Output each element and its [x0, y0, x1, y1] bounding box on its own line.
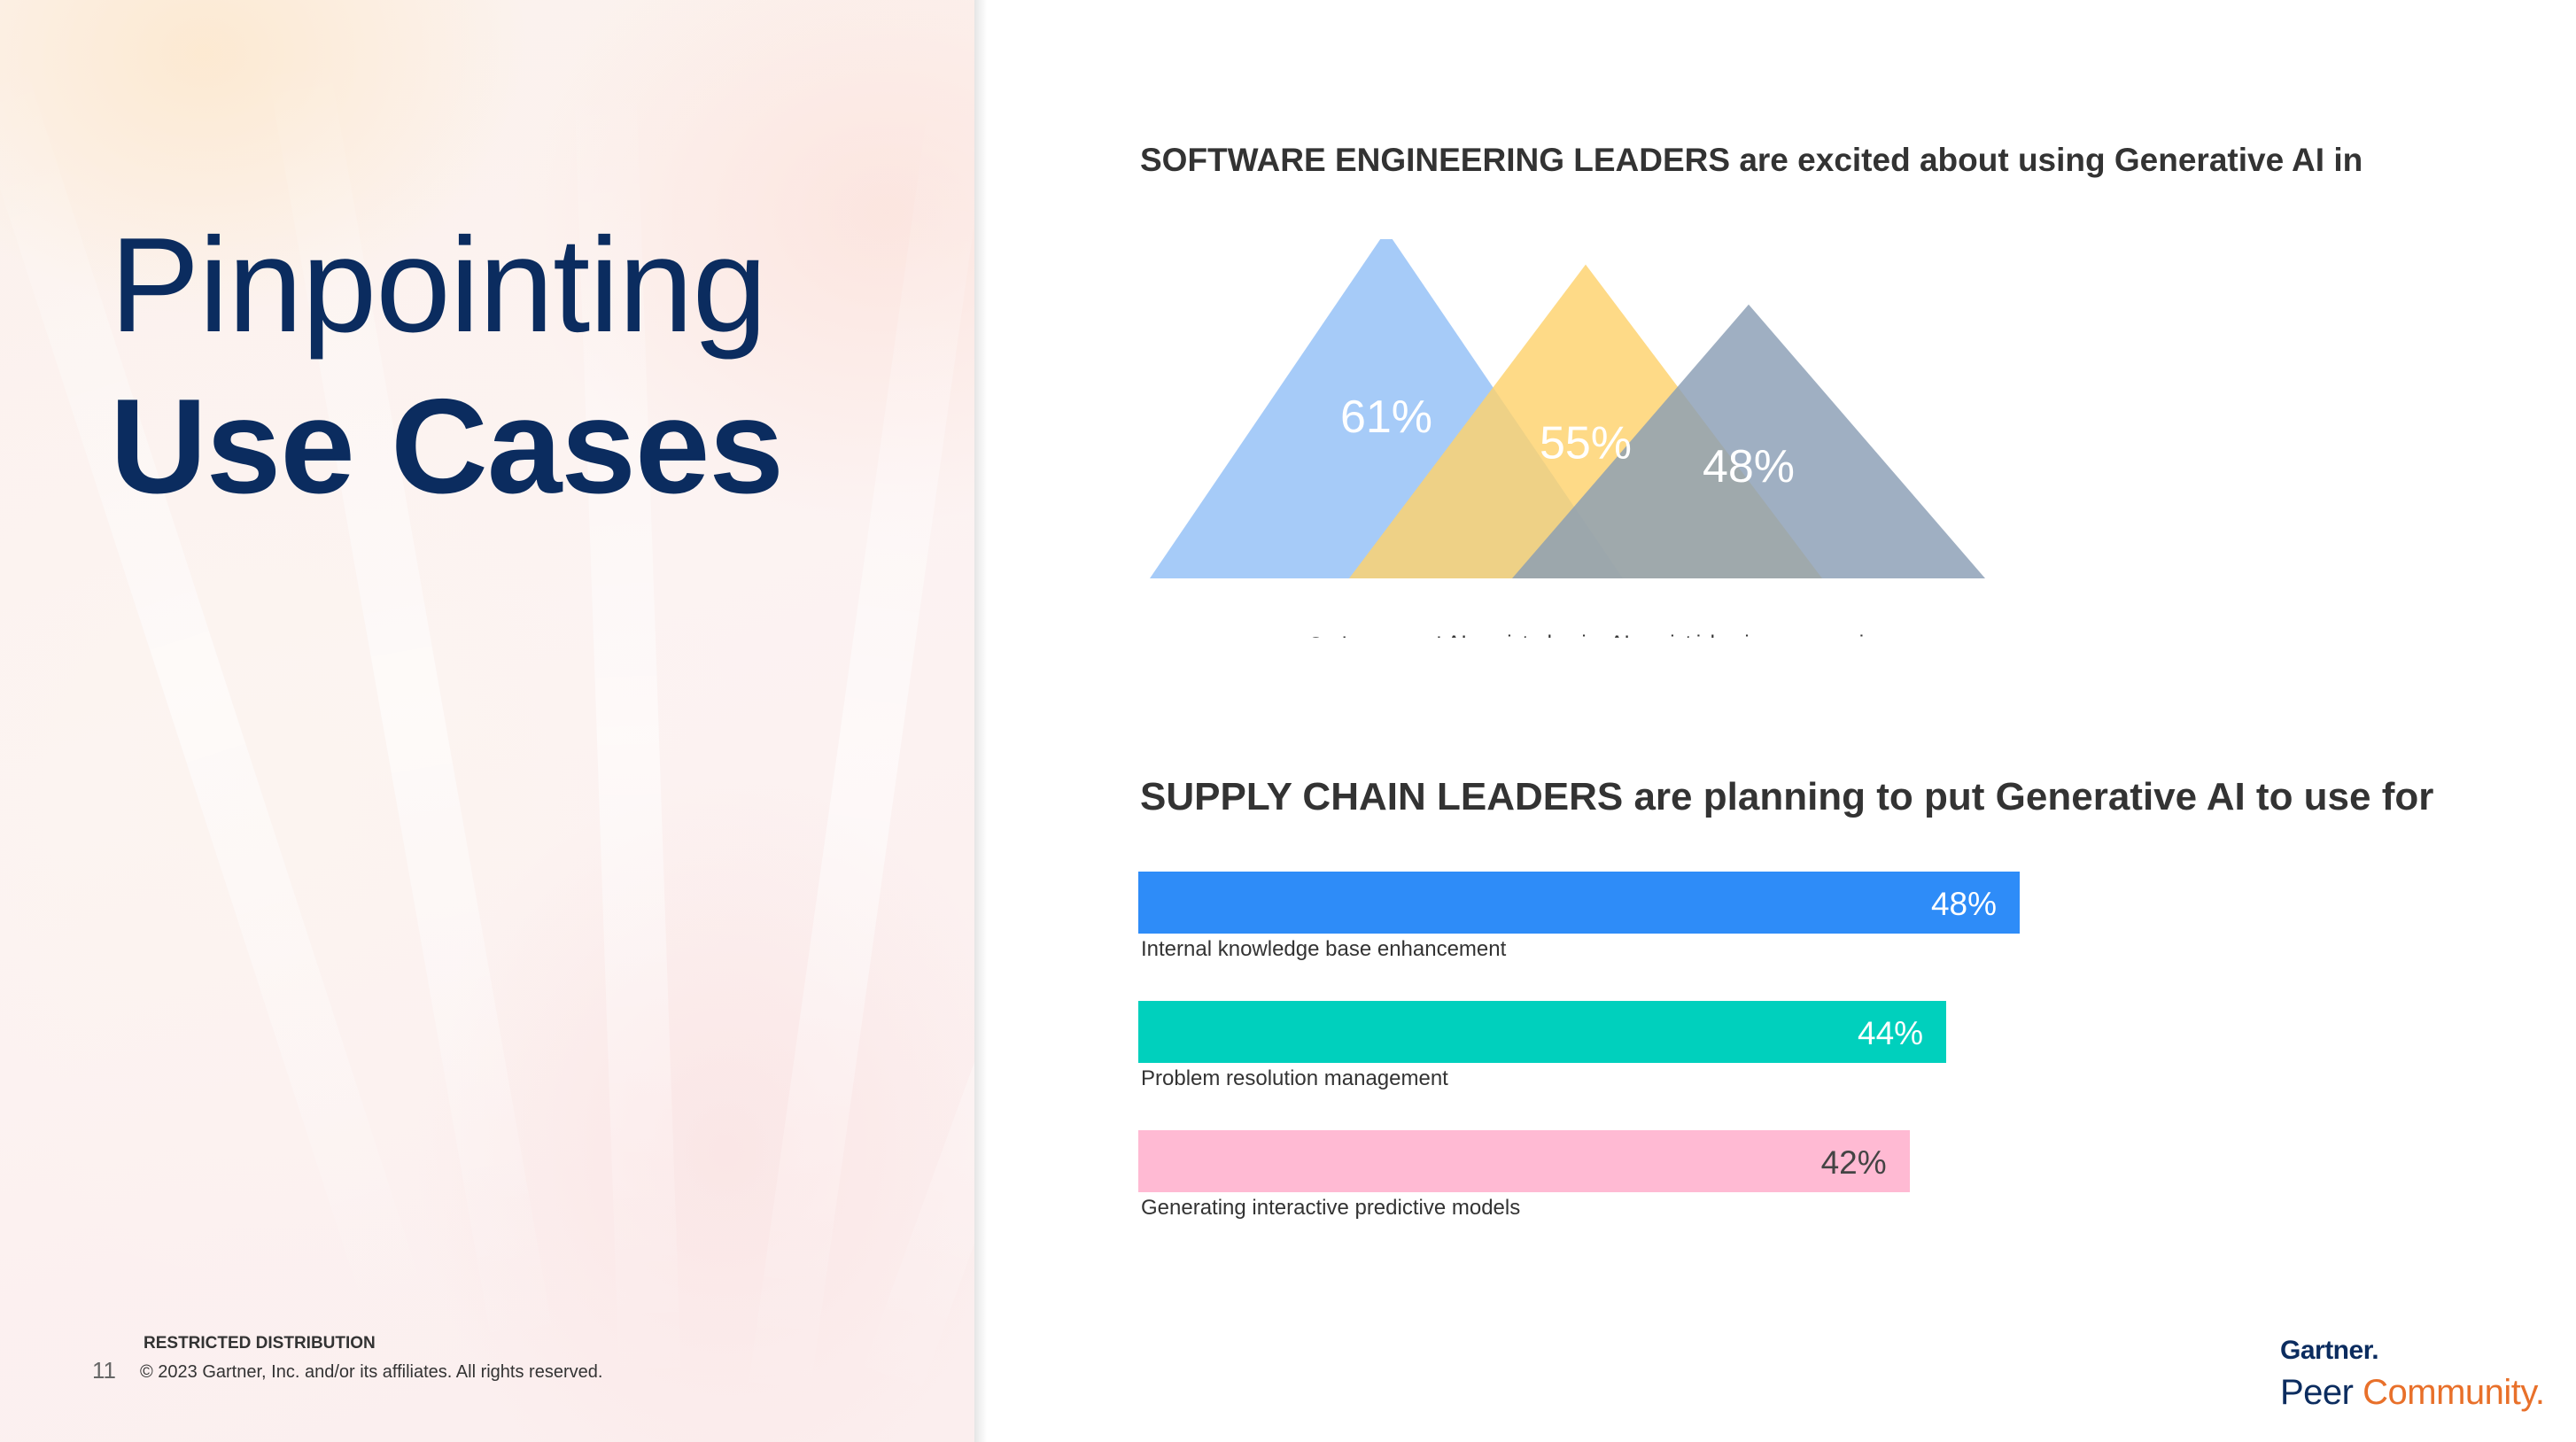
data-label: 48% [1703, 441, 1795, 492]
gartner-peer-community-logo: Gartner. Peer Community. [2280, 1336, 2545, 1413]
bar-mark: 48% [1138, 872, 2020, 934]
logo-community: Community. [2363, 1373, 2545, 1412]
slide-title: Pinpointing Use Cases [110, 210, 784, 522]
data-label: 42% [1820, 1144, 1887, 1181]
left-panel [0, 0, 974, 1442]
logo-peer: Peer [2280, 1373, 2363, 1412]
data-label: 44% [1858, 1015, 1924, 1051]
panel-divider [974, 0, 987, 1442]
data-label: 55% [1540, 418, 1632, 469]
chart-2-title: SUPPLY CHAIN LEADERS are planning to put… [1140, 775, 2434, 818]
data-label: 48% [1930, 886, 1997, 922]
category-label: Internal knowledge base enhancement [1141, 937, 1507, 961]
restricted-label: RESTRICTED DISTRIBUTION [144, 1334, 376, 1353]
category-label: AI-assisted pair programming [1610, 632, 1887, 638]
category-label: Problem resolution management [1141, 1066, 1448, 1090]
title-line-2: Use Cases [110, 371, 784, 522]
logo-brand: Gartner. [2280, 1336, 2379, 1365]
logo-wordmark: Peer Community. [2280, 1373, 2545, 1413]
chart-1-title: SOFTWARE ENGINEERING LEADERS are excited… [1140, 142, 2363, 178]
copyright-text: © 2023 Gartner, Inc. and/or its affiliat… [140, 1362, 603, 1382]
bar-mark: 42% [1138, 1130, 1910, 1192]
title-line-1: Pinpointing [110, 210, 767, 360]
triangle-mark [1512, 304, 1985, 578]
data-label: 61% [1340, 392, 1432, 443]
category-label: Generating interactive predictive models [1141, 1196, 1521, 1220]
category-label: AI-assisted pair programming [1447, 632, 1724, 638]
category-label: Code generation [1307, 633, 1464, 638]
bar-mark: 44% [1138, 1001, 1947, 1063]
triangle-chart: 61% Code generation 55% AI-assisted pair pr… [1150, 239, 1985, 638]
page-number: 11 [92, 1357, 116, 1384]
